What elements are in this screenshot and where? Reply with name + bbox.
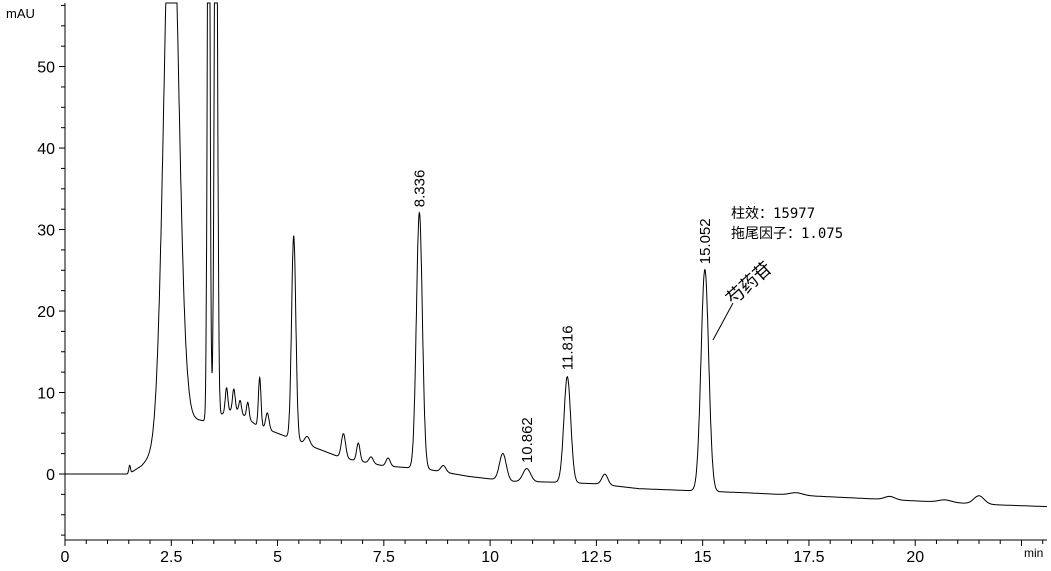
x-tick-label: 17.5	[793, 549, 824, 566]
compound-pointer-line	[712, 302, 734, 341]
peak-label: 10.862	[519, 417, 536, 463]
compound-label: 芍药苷	[722, 258, 776, 309]
peak-label: 15.052	[697, 218, 714, 264]
chromatogram-trace	[65, 2, 1047, 508]
y-tick-label: 20	[37, 304, 55, 321]
x-tick-label: 5	[273, 549, 282, 566]
x-tick-label: 2.5	[160, 549, 182, 566]
y-axis-label: mAU	[6, 6, 35, 21]
peak-label: 11.816	[559, 325, 576, 370]
tailing-factor-annotation: 拖尾因子：1.075	[731, 226, 843, 242]
peak-labels: 8.336 10.862 11.816 15.052	[411, 170, 714, 463]
y-tick-label: 10	[37, 386, 55, 403]
y-tick-label: 50	[37, 60, 55, 77]
y-tick-label: 40	[37, 141, 55, 158]
x-axis-label: min	[1024, 546, 1043, 560]
x-tick-label: 7.5	[373, 549, 395, 566]
peak-label: 8.336	[411, 170, 428, 208]
x-tick-label: 0	[61, 549, 70, 566]
y-tick-label: 30	[37, 223, 55, 240]
x-tick-label: 20	[906, 549, 924, 566]
x-tick-label: 10	[481, 549, 499, 566]
x-tick-label: 12.5	[581, 549, 612, 566]
x-tick-label: 15	[694, 549, 712, 566]
y-tick-label: 0	[46, 467, 55, 484]
axes: 0 10 20 30 40 50 0 2.5 5 7.5 10 12.5 15 17.5 20	[37, 3, 1047, 566]
column-efficiency-annotation: 柱效：15977	[731, 206, 815, 222]
